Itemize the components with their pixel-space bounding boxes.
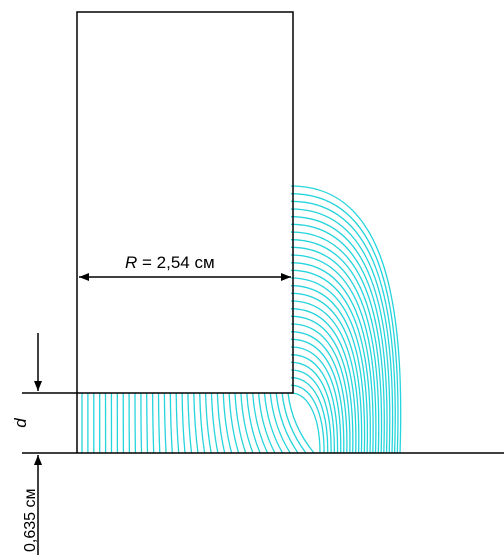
fringe-field-line bbox=[290, 269, 371, 454]
field-line bbox=[140, 392, 143, 454]
field-line bbox=[181, 392, 186, 454]
field-line bbox=[204, 392, 212, 454]
field-line bbox=[146, 392, 149, 454]
field-line bbox=[169, 392, 173, 454]
cylinder-electrode bbox=[76, 11, 294, 394]
fringe-field-line bbox=[290, 292, 363, 454]
radius-label: R = 2,54 см bbox=[125, 253, 215, 272]
field-line bbox=[287, 392, 315, 454]
fringe-field-line bbox=[290, 331, 348, 454]
field-line bbox=[252, 392, 269, 454]
gap-value: 0,635 см bbox=[22, 489, 39, 552]
fringe-field-line bbox=[290, 277, 369, 454]
fringe-field-line bbox=[290, 369, 332, 454]
field-line bbox=[151, 392, 155, 454]
fringe-field-line bbox=[290, 308, 357, 454]
fringe-field-line bbox=[290, 216, 391, 454]
fringe-field-line bbox=[290, 323, 351, 454]
radius-symbol: R bbox=[125, 253, 137, 272]
fringe-field-line bbox=[290, 315, 354, 454]
field-line bbox=[193, 392, 199, 454]
fringe-field-line bbox=[290, 392, 321, 454]
fringe-field-line bbox=[290, 262, 374, 454]
fringe-field-line bbox=[290, 300, 360, 454]
gap-symbol: d bbox=[11, 418, 30, 428]
fringe-field-line bbox=[290, 200, 396, 454]
radius-value: = 2,54 см bbox=[137, 253, 214, 272]
field-lines-under-cylinder bbox=[81, 392, 315, 454]
fringe-field-line bbox=[290, 377, 329, 454]
field-line bbox=[157, 392, 161, 454]
field-line bbox=[199, 392, 206, 454]
field-line bbox=[281, 392, 307, 454]
field-line bbox=[175, 392, 180, 454]
fringe-field-line bbox=[290, 338, 345, 454]
fringe-field-line bbox=[290, 384, 325, 454]
fringe-field-line bbox=[290, 246, 380, 454]
fringe-field-line bbox=[290, 354, 339, 454]
fringe-field-line bbox=[290, 185, 402, 454]
fringe-field-line bbox=[290, 208, 394, 454]
field-line bbox=[228, 392, 240, 454]
field-line bbox=[187, 392, 193, 454]
field-line bbox=[210, 392, 219, 454]
fringe-field-line bbox=[290, 346, 342, 454]
field-line bbox=[257, 392, 276, 454]
fringe-field-line bbox=[290, 223, 388, 454]
fringe-field-line bbox=[290, 231, 385, 454]
field-line bbox=[240, 392, 254, 454]
field-line bbox=[216, 392, 226, 454]
field-line bbox=[263, 392, 284, 454]
fringe-field-lines bbox=[290, 185, 402, 454]
field-line bbox=[246, 392, 261, 454]
field-line bbox=[275, 392, 299, 454]
fringe-field-line bbox=[290, 285, 366, 454]
fringe-field-line bbox=[290, 254, 377, 454]
fringe-field-line bbox=[290, 361, 335, 454]
field-line bbox=[269, 392, 291, 454]
field-line bbox=[163, 392, 167, 454]
field-line bbox=[222, 392, 233, 454]
fringe-field-line bbox=[290, 193, 399, 454]
fringe-field-line bbox=[290, 239, 383, 454]
field-line bbox=[234, 392, 247, 454]
